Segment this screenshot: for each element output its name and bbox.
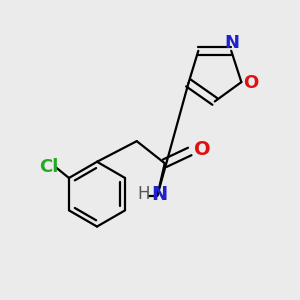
Text: O: O <box>194 140 210 160</box>
Text: H: H <box>137 185 149 203</box>
Text: O: O <box>243 74 258 92</box>
Text: Cl: Cl <box>39 158 59 176</box>
Text: N: N <box>224 34 239 52</box>
Text: N: N <box>151 185 167 204</box>
